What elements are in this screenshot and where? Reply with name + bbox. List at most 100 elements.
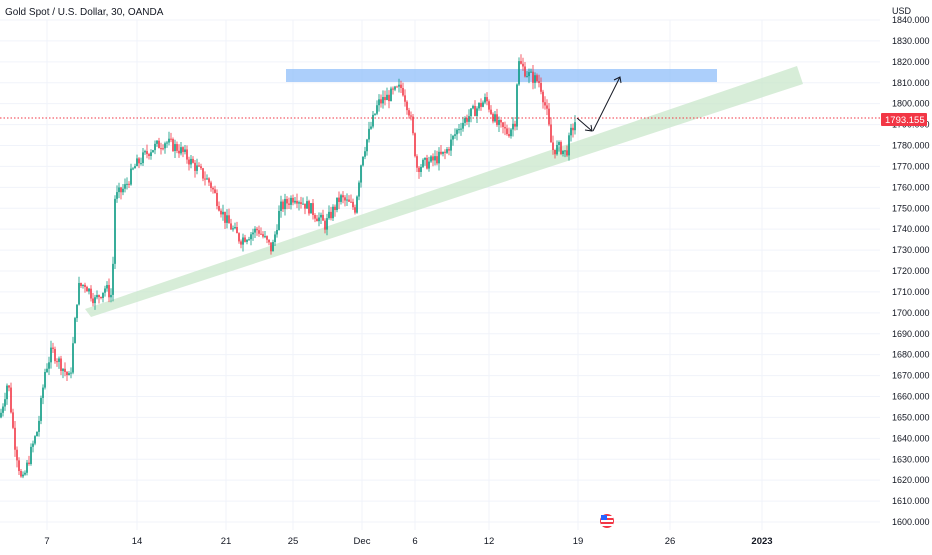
candle-body	[128, 183, 130, 185]
candle-body	[310, 203, 312, 214]
candle-body	[34, 436, 36, 444]
candle-body	[506, 128, 508, 135]
candle-body	[54, 348, 56, 362]
candle-body	[278, 210, 280, 231]
candle-body	[414, 133, 416, 157]
time-tick-label: 25	[288, 536, 299, 547]
candle-body	[172, 139, 174, 151]
time-tick-label: 26	[665, 536, 676, 547]
candle-body	[160, 148, 162, 150]
candle-body	[288, 203, 290, 205]
candle-body	[232, 228, 234, 230]
candle-body	[132, 168, 134, 170]
candle-body	[114, 198, 116, 264]
candle-body	[220, 210, 222, 215]
candle-body	[136, 158, 138, 167]
candle-body	[244, 237, 246, 242]
candle-body	[252, 232, 254, 235]
candle-body	[364, 151, 366, 157]
us-flag-icon[interactable]	[600, 514, 614, 528]
candle-body	[292, 197, 294, 203]
candle-body	[372, 114, 374, 127]
price-tick-label: 1760.000	[892, 182, 930, 192]
time-tick-label: 2023	[751, 536, 772, 547]
candle-body	[90, 288, 92, 299]
candle-body	[554, 149, 556, 155]
candle-body	[130, 168, 132, 185]
candle-body	[388, 94, 390, 102]
candle-body	[124, 184, 126, 189]
price-tick-label: 1690.000	[892, 329, 930, 339]
price-tick-label: 1670.000	[892, 371, 930, 381]
candle-body	[284, 198, 286, 210]
candle-body	[420, 166, 422, 173]
candle-body	[230, 223, 232, 230]
projection-arrow-down[interactable]	[576, 117, 593, 132]
candle-body	[196, 165, 198, 171]
candle-body	[342, 195, 344, 198]
candle-body	[548, 108, 550, 125]
candle-body	[528, 72, 530, 77]
candle-body	[538, 81, 540, 83]
candle-body	[352, 201, 354, 208]
candle-body	[226, 215, 228, 223]
candle-body	[22, 474, 24, 477]
candle-body	[50, 347, 52, 363]
candle-body	[150, 152, 152, 157]
candle-body	[370, 126, 372, 129]
candle-body	[210, 182, 212, 188]
candle-body	[330, 211, 332, 219]
candle-body	[4, 399, 6, 407]
candle-body	[254, 228, 256, 233]
candle-body	[544, 102, 546, 106]
time-axis[interactable]: 7 14 21 25 Dec 6 12 19 26 2023	[44, 536, 772, 547]
price-axis[interactable]: 1840.000 1830.000 1820.000 1810.000 1800.000…	[892, 15, 930, 527]
candle-body	[46, 368, 48, 373]
time-tick-label: 14	[132, 536, 143, 547]
candle-body	[508, 134, 510, 137]
candle-body	[208, 178, 210, 183]
candle-body	[332, 206, 334, 219]
candle-body	[306, 201, 308, 209]
resistance-zone[interactable]	[286, 69, 717, 82]
candle-body	[406, 101, 408, 111]
candle-body	[426, 157, 428, 169]
candle-body	[82, 284, 84, 287]
support-trend-channel[interactable]	[85, 66, 803, 317]
candle-body	[520, 61, 522, 64]
candle-body	[240, 241, 242, 245]
candle-body	[304, 203, 306, 209]
last-price-badge	[881, 113, 927, 126]
candle-body	[40, 397, 42, 421]
candle-body	[6, 385, 8, 400]
price-tick-label: 1710.000	[892, 287, 930, 297]
candle-body	[452, 135, 454, 140]
projection-arrow-up[interactable]	[592, 76, 621, 132]
candle-body	[472, 105, 474, 109]
candle-body	[390, 88, 392, 102]
candle-body	[322, 214, 324, 221]
candle-body	[212, 187, 214, 190]
candle-body	[436, 156, 438, 164]
candle-body	[526, 76, 528, 78]
candle-body	[188, 159, 190, 165]
candle-body	[198, 165, 200, 167]
price-tick-label: 1810.000	[892, 78, 930, 88]
candle-body	[440, 151, 442, 154]
candle-body	[224, 211, 226, 223]
candle-body	[66, 371, 68, 376]
candle-body	[42, 387, 44, 398]
candle-body	[2, 406, 4, 413]
candle-body	[334, 206, 336, 210]
candle-body	[302, 203, 304, 205]
candle-body	[532, 71, 534, 83]
candle-body	[276, 230, 278, 235]
candle-body	[74, 318, 76, 344]
candle-body	[118, 187, 120, 193]
candle-body	[494, 114, 496, 122]
candle-body	[552, 142, 554, 150]
candle-body	[248, 239, 250, 241]
candle-body	[60, 358, 62, 371]
